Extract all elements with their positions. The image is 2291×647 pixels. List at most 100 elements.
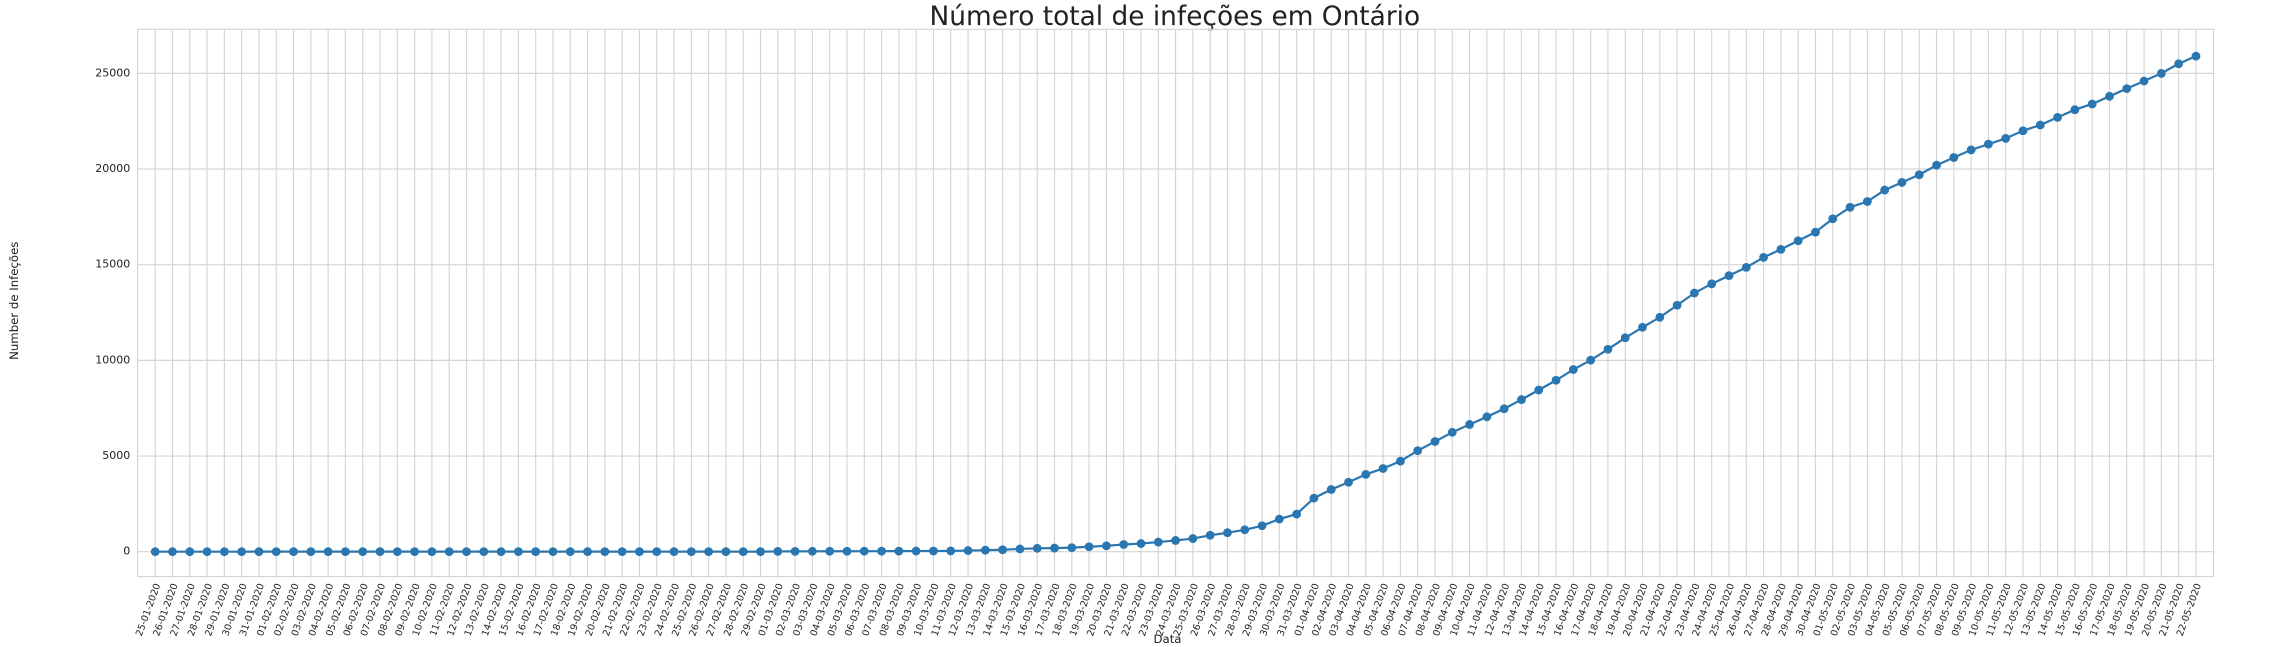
y-tick-label: 5000 <box>102 449 130 462</box>
point <box>859 546 869 556</box>
point <box>444 547 454 557</box>
point <box>496 547 506 557</box>
point <box>1949 153 1959 162</box>
point <box>1759 253 1768 262</box>
point <box>2018 126 2028 136</box>
point <box>1897 178 1907 187</box>
point <box>1811 227 1820 237</box>
point <box>1655 312 1665 322</box>
point <box>237 547 247 557</box>
point <box>1447 427 1457 437</box>
point <box>1880 185 1890 195</box>
point <box>1050 543 1059 553</box>
point <box>513 547 523 557</box>
point <box>1188 534 1198 543</box>
point <box>358 547 368 557</box>
point <box>2122 84 2132 94</box>
point <box>1568 365 1578 374</box>
point <box>894 546 904 556</box>
point <box>1638 322 1647 332</box>
point <box>219 547 229 557</box>
point <box>392 547 402 557</box>
point <box>1724 271 1734 280</box>
point <box>1361 470 1371 479</box>
point <box>306 547 316 557</box>
point <box>946 546 956 556</box>
point <box>1084 542 1094 552</box>
point <box>2156 68 2166 78</box>
point <box>1845 202 1855 212</box>
point <box>652 547 662 557</box>
point <box>375 547 385 557</box>
point <box>1067 543 1077 553</box>
point <box>2139 76 2149 86</box>
point <box>1741 262 1751 272</box>
point <box>2105 91 2114 101</box>
point <box>1292 509 1302 519</box>
point <box>911 546 921 556</box>
point <box>1119 540 1129 549</box>
point <box>531 547 541 557</box>
point <box>998 545 1008 555</box>
chart-title: Número total de infeções em Ontário <box>930 1 1421 32</box>
point <box>1344 477 1353 487</box>
point <box>1413 446 1423 456</box>
point <box>323 547 333 557</box>
point <box>185 547 195 557</box>
point <box>1240 525 1250 535</box>
point <box>1482 412 1492 422</box>
point <box>1171 536 1180 545</box>
x-axis-label: Data <box>1154 632 1182 646</box>
point <box>1690 288 1699 298</box>
point <box>825 546 835 556</box>
point <box>1551 375 1561 385</box>
y-axis-label: Number de Infeções <box>7 242 21 360</box>
point <box>2070 105 2080 115</box>
point <box>479 547 489 557</box>
y-tick-label: 0 <box>123 545 130 558</box>
point <box>1984 139 1993 149</box>
point <box>756 547 765 557</box>
point <box>341 547 350 557</box>
point <box>1205 530 1215 540</box>
point <box>2001 134 2011 143</box>
point <box>1828 214 1838 224</box>
point <box>1707 279 1717 289</box>
point <box>565 547 575 557</box>
point <box>1326 485 1336 494</box>
point <box>254 547 264 557</box>
point <box>289 547 298 557</box>
point <box>1378 464 1388 473</box>
point <box>773 547 783 556</box>
point <box>1032 543 1042 553</box>
point <box>790 546 800 556</box>
y-tick-label: 20000 <box>95 162 130 175</box>
point <box>462 547 471 557</box>
point <box>1153 537 1163 547</box>
point <box>1430 437 1440 446</box>
y-tick-label: 15000 <box>95 258 130 271</box>
point <box>617 547 627 557</box>
point <box>635 547 644 557</box>
point <box>1517 395 1526 404</box>
point <box>929 546 938 556</box>
point <box>1223 528 1232 538</box>
point <box>1603 344 1613 354</box>
point <box>721 547 731 557</box>
point <box>963 546 973 555</box>
point <box>410 547 420 557</box>
point <box>980 545 990 555</box>
point <box>1966 145 1976 155</box>
point <box>1672 300 1682 310</box>
point <box>738 547 748 557</box>
point <box>1257 521 1267 531</box>
point <box>150 547 160 557</box>
y-tick-label: 25000 <box>95 66 130 79</box>
point <box>842 546 852 556</box>
point <box>1586 355 1596 365</box>
point <box>1534 385 1544 395</box>
point <box>1914 170 1924 180</box>
point <box>2035 120 2045 130</box>
point <box>1465 420 1474 429</box>
